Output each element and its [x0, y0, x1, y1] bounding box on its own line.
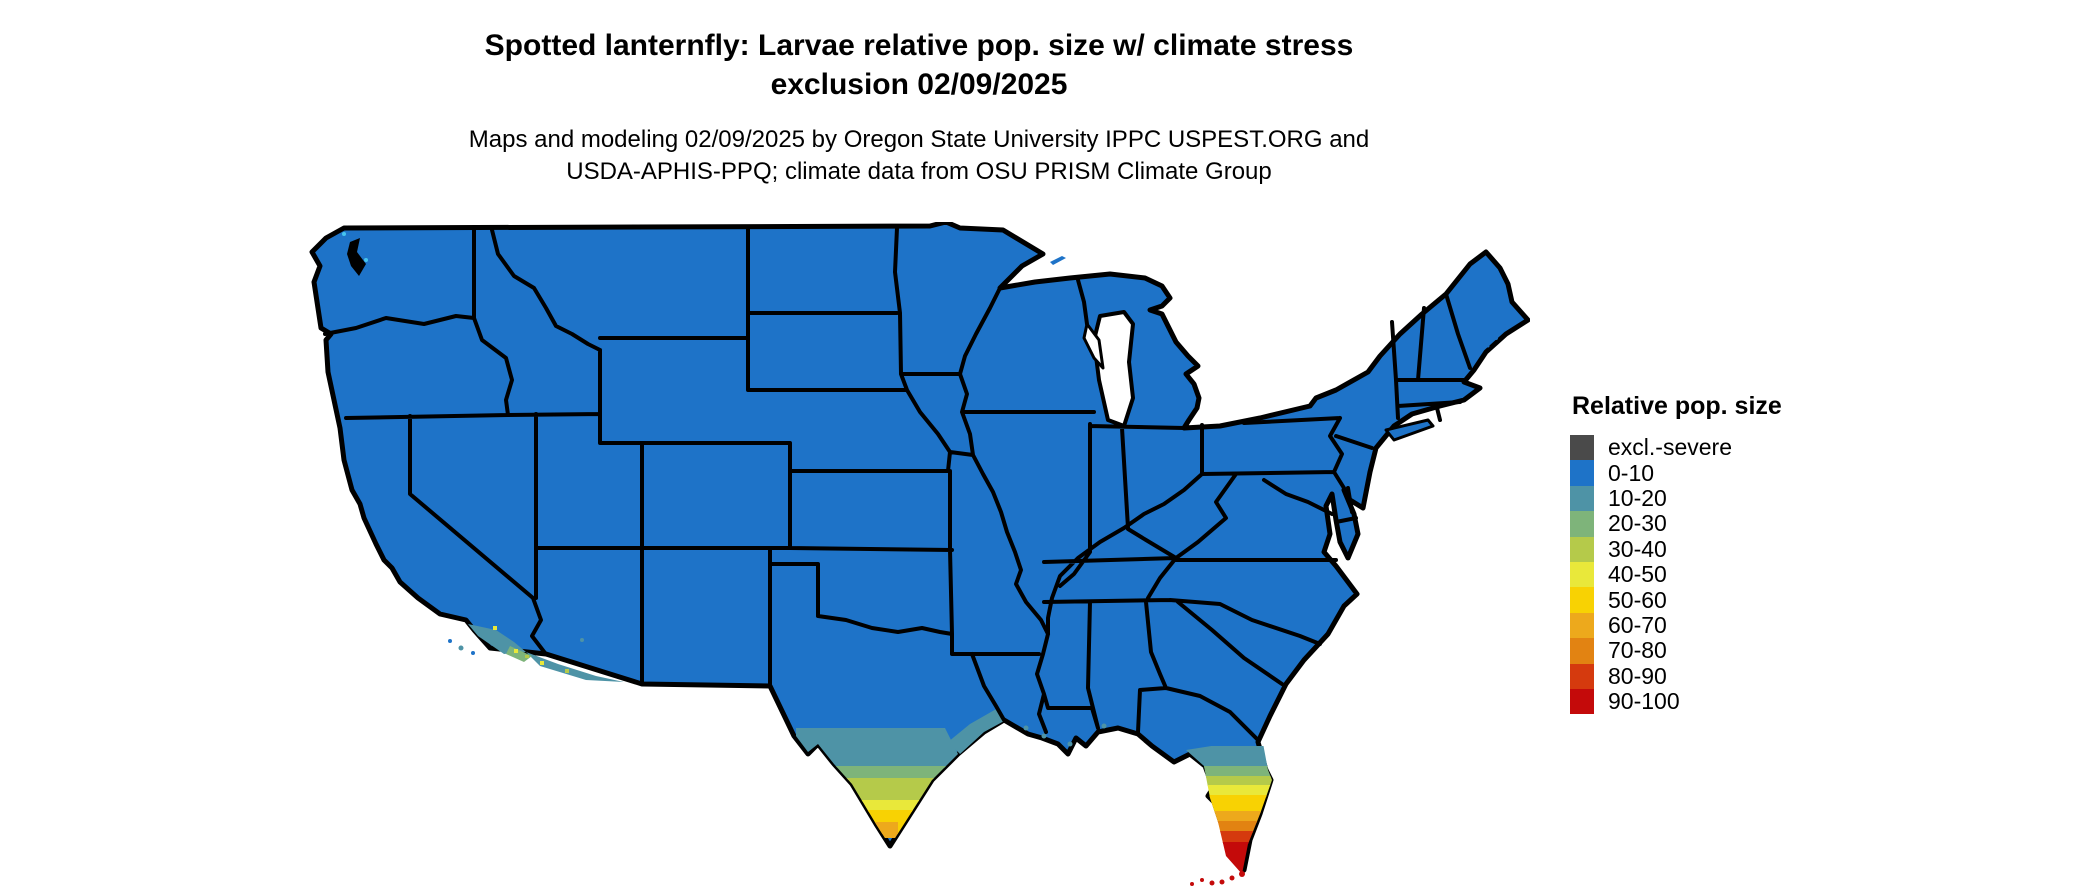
page-subtitle-line2: USDA-APHIS-PPQ; climate data from OSU PR… — [566, 158, 1272, 185]
page-subtitle-line1: Maps and modeling 02/09/2025 by Oregon S… — [468, 126, 1370, 153]
legend-item-label: 30-40 — [1608, 535, 1667, 562]
florida-keys-dots — [1190, 871, 1245, 886]
legend-item: 50-60 — [1570, 586, 1870, 613]
legend-item-label: 70-80 — [1608, 637, 1667, 664]
legend-item: 30-40 — [1570, 535, 1870, 562]
legend-swatch — [1570, 638, 1594, 664]
outer-banks-speck — [1344, 586, 1348, 590]
map-legend: Relative pop. size excl.-severe 0-10 10-… — [1570, 392, 1870, 715]
legend-swatch — [1570, 435, 1594, 461]
puget-speck — [342, 232, 346, 236]
hotspot-south-texas — [796, 728, 958, 838]
texas-coast-teal-strip — [948, 708, 1006, 754]
state-borders — [323, 226, 1472, 742]
legend-item: 90-100 — [1570, 688, 1870, 715]
hotspot-southern-california — [468, 624, 624, 682]
legend-swatch — [1570, 536, 1594, 562]
legend-title: Relative pop. size — [1572, 392, 1782, 420]
page-title-line2: exclusion 02/09/2025 — [770, 68, 1068, 101]
maine-coast-speck — [1494, 336, 1498, 340]
page-subtitle: Maps and modeling 02/09/2025 by Oregon S… — [0, 124, 1838, 188]
legend-item-label: 20-30 — [1608, 510, 1667, 537]
green-bay — [1082, 322, 1105, 370]
gulf-coast-speck — [1101, 723, 1107, 729]
legend-swatch — [1570, 511, 1594, 537]
legend-item: 20-30 — [1570, 510, 1870, 537]
channel-islands-dots — [448, 639, 475, 655]
hotspot-florida — [1186, 746, 1272, 874]
legend-item: 70-80 — [1570, 637, 1870, 664]
legend-item-label: 50-60 — [1608, 586, 1667, 613]
legend-rows: excl.-severe 0-10 10-20 20-30 30-40 40-5… — [1570, 434, 1870, 715]
legend-item-label: 90-100 — [1608, 688, 1680, 715]
legend-item: 10-20 — [1570, 484, 1870, 512]
legend-item: 0-10 — [1570, 459, 1870, 486]
gulf-coast-speck — [1041, 733, 1047, 739]
maine-coast-speck — [1503, 324, 1507, 328]
legend-swatch — [1570, 612, 1594, 639]
puget-speck — [364, 258, 368, 262]
legend-swatch — [1570, 561, 1594, 588]
legend-swatch — [1570, 485, 1594, 512]
legend-item-label: 0-10 — [1608, 459, 1655, 486]
gulf-coast-speck — [1023, 725, 1029, 731]
page-title-line1: Spotted lanternfly: Larvae relative pop.… — [484, 29, 1354, 62]
legend-item-label: 60-70 — [1608, 611, 1667, 638]
legend-swatch — [1570, 663, 1594, 689]
puget-sound — [347, 238, 366, 276]
gulf-coast-speck — [1067, 741, 1073, 747]
page-title: Spotted lanternfly: Larvae relative pop.… — [0, 26, 1838, 104]
us-map — [300, 219, 1531, 892]
legend-item: 60-70 — [1570, 611, 1870, 639]
legend-item: 40-50 — [1570, 561, 1870, 588]
legend-swatch — [1570, 460, 1594, 486]
legend-item-label: 40-50 — [1608, 561, 1667, 588]
legend-item-label: excl.-severe — [1608, 434, 1732, 461]
legend-item: 80-90 — [1570, 662, 1870, 689]
legend-item-label: 80-90 — [1608, 662, 1667, 689]
legend-item-label: 10-20 — [1608, 484, 1667, 511]
legend-swatch — [1570, 688, 1594, 715]
long-island — [1384, 418, 1435, 442]
us-map-svg — [309, 219, 1531, 886]
legend-swatch — [1570, 587, 1594, 613]
isle-royale — [1050, 256, 1066, 265]
maine-coast-speck — [1486, 344, 1490, 348]
legend-item: excl.-severe — [1570, 434, 1870, 461]
